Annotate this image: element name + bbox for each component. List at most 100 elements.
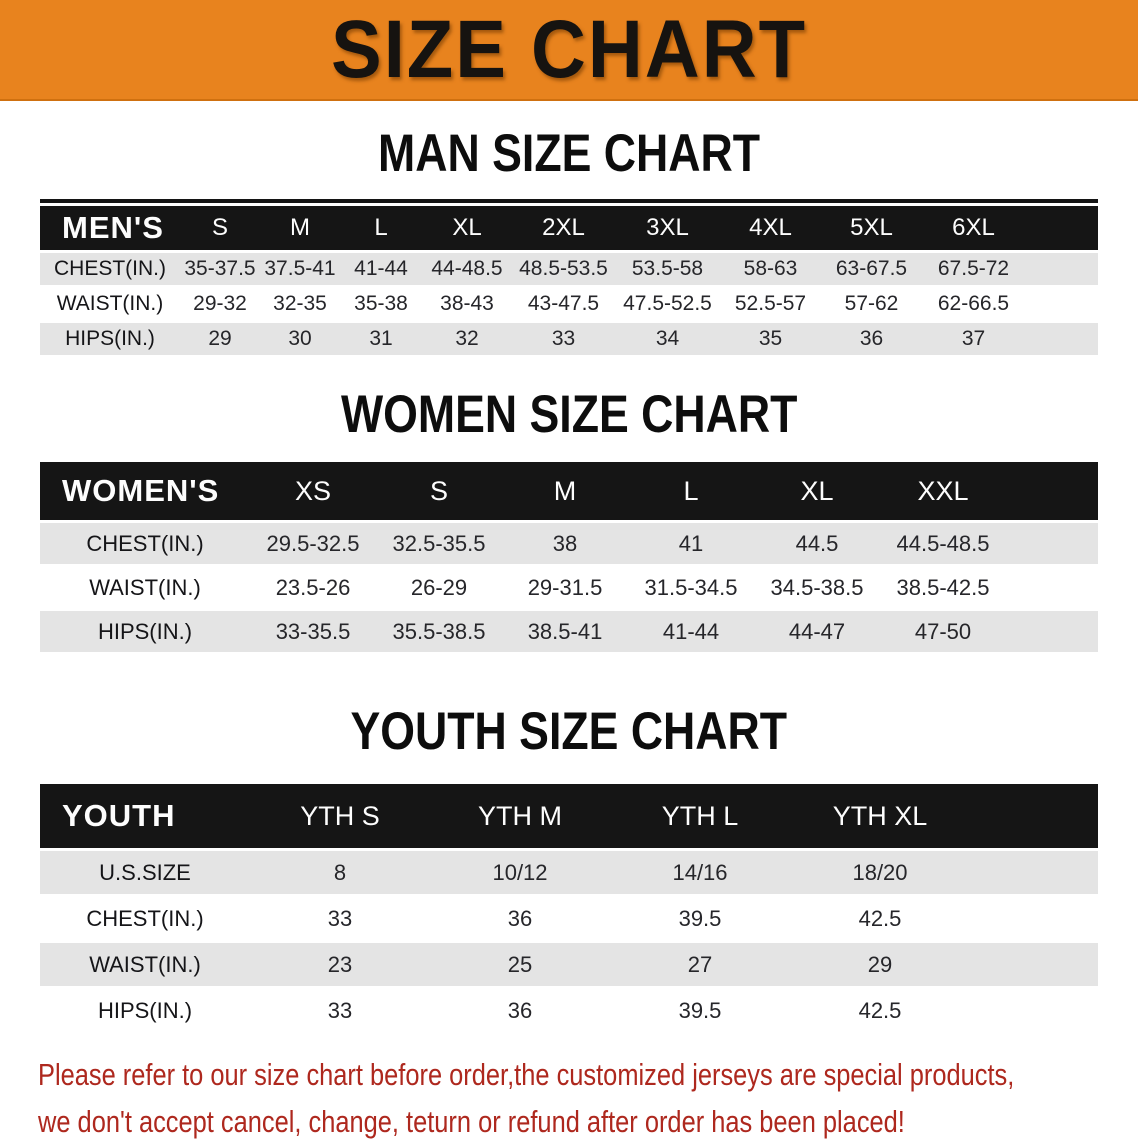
table-row: CHEST(IN.) 35-37.5 37.5-41 41-44 44-48.5 48.5… — [40, 252, 1098, 285]
corner-label: WOMEN'S — [40, 462, 250, 521]
column-header: M — [502, 462, 628, 521]
column-header: XL — [422, 205, 512, 250]
size-section: YOUTH SIZE CHART YOUTH YTH S YTH M YTH L YTH… — [0, 655, 1138, 1035]
section-heading-text: WOMEN SIZE CHART — [340, 383, 798, 443]
size-value-cell: 47.5-52.5 — [623, 291, 712, 315]
disclaimer-line-1: Please refer to our size chart before or… — [38, 1057, 1015, 1093]
size-section: MAN SIZE CHART MEN'S S M L XL 2XL 3XL 4XL 5XL 6XL… — [0, 101, 1138, 358]
size-value-cell: 23 — [327, 951, 353, 977]
column-header: M — [260, 205, 340, 250]
size-value-cell: 44.5-48.5 — [896, 530, 990, 556]
column-header: 4XL — [720, 205, 821, 250]
row-label: HIPS(IN.) — [97, 618, 193, 644]
size-value-cell: 35-37.5 — [184, 256, 256, 280]
column-header: S — [180, 205, 260, 250]
table-row: U.S.SIZE 8 10/12 14/16 18/20 — [40, 851, 1098, 895]
size-value-cell: 44.5 — [795, 530, 839, 556]
size-value-cell: 38 — [552, 530, 578, 556]
size-value-cell: 36 — [507, 905, 533, 931]
corner-label: MEN'S — [40, 205, 180, 250]
size-value-cell: 63-67.5 — [835, 256, 908, 280]
size-value-cell: 37.5-41 — [264, 256, 336, 280]
row-label: CHEST(IN.) — [54, 256, 166, 280]
size-value-cell: 14/16 — [672, 859, 728, 885]
table-row: WAIST(IN.) 23 25 27 29 — [40, 943, 1098, 987]
row-label: WAIST(IN.) — [56, 291, 164, 315]
size-value-cell: 34.5-38.5 — [770, 574, 864, 600]
size-value-cell: 37 — [961, 326, 986, 350]
size-value-cell: 30 — [288, 326, 312, 350]
size-value-cell: 32.5-35.5 — [392, 530, 486, 556]
size-table: YOUTH YTH S YTH M YTH L YTH XL U.S.SIZE 8 10/1… — [40, 781, 1098, 1035]
size-value-cell: 62-66.5 — [937, 291, 1010, 315]
size-value-cell: 18/20 — [852, 859, 908, 885]
size-value-cell: 39.5 — [678, 905, 722, 931]
column-header: YTH XL — [790, 784, 970, 849]
size-value-cell: 33 — [551, 326, 576, 350]
size-value-cell: 32-35 — [273, 291, 327, 315]
size-value-cell: 41-44 — [662, 618, 720, 644]
size-value-cell: 29-31.5 — [527, 574, 603, 600]
size-value-cell: 53.5-58 — [631, 256, 704, 280]
row-label: HIPS(IN.) — [65, 326, 155, 350]
size-value-cell: 23.5-26 — [275, 574, 351, 600]
table-row: HIPS(IN.) 29 30 31 32 33 34 35 36 37 — [40, 322, 1098, 355]
column-header: XS — [250, 462, 376, 521]
header-filler — [1025, 205, 1098, 250]
size-value-cell: 42.5 — [858, 905, 902, 931]
section-heading: MAN SIZE CHART — [0, 101, 1138, 199]
size-value-cell: 44-48.5 — [431, 256, 503, 280]
section-heading-text: YOUTH SIZE CHART — [350, 701, 788, 761]
size-value-cell: 44-47 — [788, 618, 846, 644]
size-section: WOMEN SIZE CHART WOMEN'S XS S M L XL XXL CHEST… — [0, 358, 1138, 656]
size-value-cell: 29 — [867, 951, 893, 977]
row-filler — [1025, 288, 1098, 320]
table-row: CHEST(IN.) 33 36 39.5 42.5 — [40, 897, 1098, 941]
size-value-cell: 52.5-57 — [734, 291, 807, 315]
row-label: CHEST(IN.) — [86, 530, 204, 556]
row-filler — [1006, 567, 1098, 608]
row-filler — [1006, 611, 1098, 652]
corner-label: YOUTH — [40, 784, 250, 849]
row-filler — [970, 851, 1098, 894]
column-header: L — [628, 462, 754, 521]
row-label: HIPS(IN.) — [97, 997, 193, 1023]
size-value-cell: 57-62 — [844, 291, 899, 315]
size-value-cell: 29 — [208, 326, 232, 350]
size-value-cell: 48.5-53.5 — [519, 256, 608, 280]
table-header-row: YOUTH YTH S YTH M YTH L YTH XL — [40, 784, 1098, 849]
size-value-cell: 36 — [859, 326, 884, 350]
disclaimer: Please refer to our size chart before or… — [38, 1051, 1138, 1145]
banner-title: SIZE CHART — [331, 3, 807, 95]
section-heading-text: MAN SIZE CHART — [378, 122, 760, 183]
table-row: WAIST(IN.) 23.5-26 26-29 29-31.5 31.5-34.5 34… — [40, 567, 1098, 609]
row-filler — [1025, 323, 1098, 355]
size-value-cell: 33 — [327, 905, 353, 931]
size-table: WOMEN'S XS S M L XL XXL CHEST(IN.) 29.5-32.5 32.… — [40, 459, 1098, 655]
size-value-cell: 32 — [455, 326, 479, 350]
row-filler — [970, 943, 1098, 986]
size-value-cell: 25 — [507, 951, 533, 977]
size-value-cell: 8 — [333, 859, 347, 885]
row-filler — [1025, 253, 1098, 285]
size-value-cell: 29.5-32.5 — [266, 530, 360, 556]
table-row: HIPS(IN.) 33-35.5 35.5-38.5 38.5-41 41-44 44-… — [40, 611, 1098, 653]
column-header: 6XL — [922, 205, 1025, 250]
table-row: HIPS(IN.) 33 36 39.5 42.5 — [40, 989, 1098, 1033]
row-filler — [970, 897, 1098, 940]
size-value-cell: 34 — [655, 326, 680, 350]
size-value-cell: 43-47.5 — [527, 291, 600, 315]
column-header: YTH L — [610, 784, 790, 849]
size-value-cell: 58-63 — [743, 256, 798, 280]
column-header: S — [376, 462, 502, 521]
size-value-cell: 67.5-72 — [937, 256, 1010, 280]
size-value-cell: 41 — [678, 530, 704, 556]
size-value-cell: 10/12 — [492, 859, 548, 885]
size-value-cell: 33-35.5 — [275, 618, 351, 644]
size-value-cell: 26-29 — [410, 574, 468, 600]
size-value-cell: 47-50 — [914, 618, 972, 644]
size-value-cell: 35 — [758, 326, 783, 350]
size-value-cell: 39.5 — [678, 997, 722, 1023]
size-value-cell: 38.5-41 — [527, 618, 603, 644]
